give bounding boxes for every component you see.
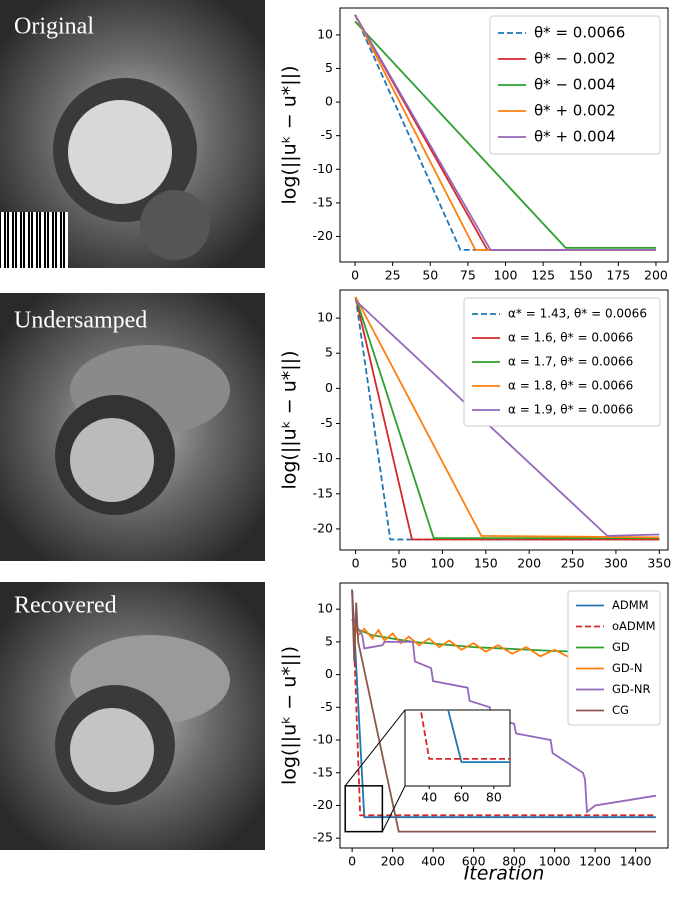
line-series bbox=[354, 296, 660, 541]
y-axis-label: log(||uᵏ − u*||) bbox=[279, 646, 301, 785]
x-tick-label: 125 bbox=[531, 268, 555, 283]
x-tick-label: 100 bbox=[430, 556, 454, 571]
y-tick-label: -15 bbox=[313, 485, 333, 500]
y-axis-label: log(||uᵏ − u*||) bbox=[279, 65, 301, 204]
legend-label: ADMM bbox=[612, 598, 649, 612]
y-tick-label: -15 bbox=[313, 194, 333, 209]
zoom-box bbox=[344, 785, 384, 833]
plot-lines bbox=[354, 14, 656, 251]
y-tick-label: 5 bbox=[325, 60, 333, 75]
y-tick-label: -5 bbox=[321, 415, 333, 430]
x-tick-label: 1400 bbox=[620, 854, 652, 869]
y-tick-label: -5 bbox=[321, 127, 333, 142]
x-tick-label: 200 bbox=[644, 268, 668, 283]
x-tick-label: 200 bbox=[517, 556, 541, 571]
line-series bbox=[354, 20, 656, 249]
y-tick-label: -10 bbox=[313, 450, 333, 465]
x-tick-label: 100 bbox=[494, 268, 518, 283]
legend-label: θ* = 0.0066 bbox=[534, 24, 625, 42]
legend-label: GD-N bbox=[612, 661, 643, 675]
image-label: Undersamped bbox=[14, 308, 147, 334]
x-tick-label: 600 bbox=[462, 854, 486, 869]
legend-box bbox=[567, 590, 661, 726]
line-series bbox=[354, 299, 660, 537]
inset-x-tick-label: 40 bbox=[421, 790, 437, 805]
y-tick-label: 5 bbox=[325, 345, 333, 360]
legend-label: α = 1.8, θ* = 0.0066 bbox=[508, 379, 633, 393]
y-tick-label: -20 bbox=[313, 520, 333, 535]
line-series bbox=[354, 14, 656, 251]
x-tick-label: 200 bbox=[381, 854, 405, 869]
x-tick-label: 1000 bbox=[539, 854, 571, 869]
legend-label: α* = 1.43, θ* = 0.0066 bbox=[508, 307, 647, 321]
x-tick-label: 175 bbox=[606, 268, 630, 283]
inset-x-tick-label: 80 bbox=[486, 790, 502, 805]
x-tick-label: 800 bbox=[502, 854, 526, 869]
legend-label: α = 1.6, θ* = 0.0066 bbox=[508, 331, 633, 345]
legend-label: α = 1.7, θ* = 0.0066 bbox=[508, 355, 633, 369]
x-tick-label: 50 bbox=[422, 268, 438, 283]
y-tick-label: 5 bbox=[325, 633, 333, 648]
y-tick-label: -20 bbox=[313, 797, 333, 812]
line-series bbox=[351, 589, 656, 817]
x-tick-label: 0 bbox=[352, 556, 360, 571]
y-tick-label: -10 bbox=[313, 161, 333, 176]
x-tick-label: 300 bbox=[604, 556, 628, 571]
y-tick-label: 10 bbox=[317, 26, 333, 41]
y-tick-label: -20 bbox=[313, 228, 333, 243]
x-tick-label: 150 bbox=[569, 268, 593, 283]
y-tick-label: -5 bbox=[321, 699, 333, 714]
x-tick-label: 150 bbox=[474, 556, 498, 571]
y-tick-label: 0 bbox=[325, 380, 333, 395]
legend-label: θ* + 0.004 bbox=[534, 128, 616, 146]
line-series bbox=[351, 589, 656, 833]
y-tick-label: 0 bbox=[325, 666, 333, 681]
image-label: Original bbox=[14, 14, 94, 40]
legend-box bbox=[489, 15, 661, 155]
y-axis-label: log(||uᵏ − u*||) bbox=[279, 350, 301, 489]
inset-x-tick-label: 60 bbox=[454, 790, 470, 805]
inset-lines bbox=[419, 710, 510, 763]
zoom-connector bbox=[344, 709, 406, 787]
legend-box bbox=[463, 297, 661, 427]
image-undersampled bbox=[0, 293, 265, 561]
plot-lines bbox=[354, 296, 660, 541]
legend-label: θ* − 0.004 bbox=[534, 76, 616, 94]
legend-label: GD bbox=[612, 640, 630, 654]
x-tick-label: 0 bbox=[351, 268, 359, 283]
x-tick-label: 75 bbox=[460, 268, 476, 283]
inset-line bbox=[447, 710, 510, 763]
y-tick-label: -15 bbox=[313, 764, 333, 779]
y-tick-label: 10 bbox=[317, 310, 333, 325]
legend-label: θ* + 0.002 bbox=[534, 102, 616, 120]
line-series bbox=[354, 296, 660, 539]
y-tick-label: -25 bbox=[313, 830, 333, 845]
legend-label: GD-NR bbox=[612, 682, 651, 696]
line-series bbox=[351, 589, 656, 819]
x-tick-label: 250 bbox=[561, 556, 585, 571]
x-axis-label: Iteration bbox=[464, 863, 545, 885]
inset-line bbox=[419, 710, 510, 760]
line-series bbox=[354, 296, 660, 539]
zoom-connector bbox=[381, 785, 406, 832]
plot-lines bbox=[351, 589, 657, 833]
x-tick-label: 0 bbox=[348, 854, 356, 869]
image-original bbox=[0, 0, 265, 268]
x-tick-label: 25 bbox=[385, 268, 401, 283]
y-tick-label: 0 bbox=[325, 94, 333, 109]
x-tick-label: 1200 bbox=[579, 854, 611, 869]
legend-label: CG bbox=[612, 703, 629, 717]
x-tick-label: 350 bbox=[647, 556, 671, 571]
y-tick-label: 10 bbox=[317, 601, 333, 616]
legend-label: α = 1.9, θ* = 0.0066 bbox=[508, 403, 633, 417]
x-tick-label: 400 bbox=[421, 854, 445, 869]
x-tick-label: 50 bbox=[391, 556, 407, 571]
legend-label: oADMM bbox=[612, 619, 656, 633]
image-recovered bbox=[0, 582, 265, 850]
image-label: Recovered bbox=[14, 593, 117, 619]
legend-label: θ* − 0.002 bbox=[534, 50, 616, 68]
line-series bbox=[351, 618, 657, 814]
y-tick-label: -10 bbox=[313, 732, 333, 747]
